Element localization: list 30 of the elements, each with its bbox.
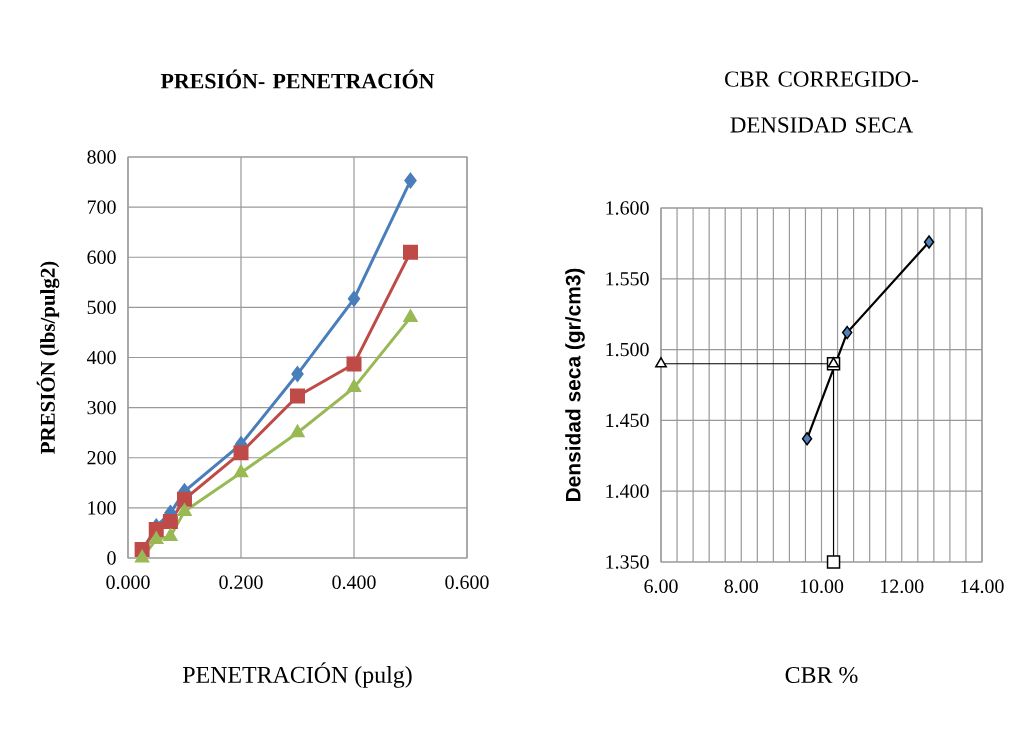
x-axis-title: PENETRACIÓN (pulg) <box>182 662 412 688</box>
x-tick-label: 0.400 <box>332 575 376 590</box>
y-tick-label: 300 <box>87 400 116 415</box>
y-tick-label: 1.400 <box>606 484 649 498</box>
y-tick-label: 500 <box>87 300 116 315</box>
y-tick-label: 200 <box>87 451 116 465</box>
y-tick-label: 0 <box>107 551 116 565</box>
x-tick-label: 0.000 <box>106 575 150 590</box>
y-tick-label: 600 <box>87 250 116 264</box>
y-tick-label: 1.500 <box>606 342 649 357</box>
x-axis-title: CBR % <box>785 666 858 684</box>
y-tick-label: 1.550 <box>606 272 649 286</box>
x-tick-label: 14.00 <box>961 579 1004 594</box>
y-tick-label: 800 <box>87 150 116 164</box>
y-axis-title: Densidad seca (gr/cm3) <box>565 268 585 502</box>
y-tick-label: 1.450 <box>606 413 649 428</box>
chart-title: CBR CORREGIDO- DENSIDAD SECA <box>725 71 919 133</box>
y-axis-title: PRESIÓN (lbs/pulg2) <box>36 261 60 454</box>
x-tick-label: 0.200 <box>219 575 263 590</box>
x-tick-label: 10.00 <box>800 579 844 594</box>
x-tick-label: 12.00 <box>881 579 924 594</box>
x-tick-label: 0.600 <box>445 575 489 590</box>
y-tick-label: 1.600 <box>606 201 649 215</box>
y-tick-label: 700 <box>87 200 116 214</box>
y-tick-label: 1.350 <box>606 555 649 569</box>
chart-title: PRESIÓN- PENETRACIÓN <box>160 69 435 89</box>
x-tick-label: 8.00 <box>724 579 758 594</box>
y-tick-label: 100 <box>88 501 116 515</box>
y-tick-label: 400 <box>86 350 116 365</box>
x-tick-label: 6.00 <box>644 579 678 594</box>
